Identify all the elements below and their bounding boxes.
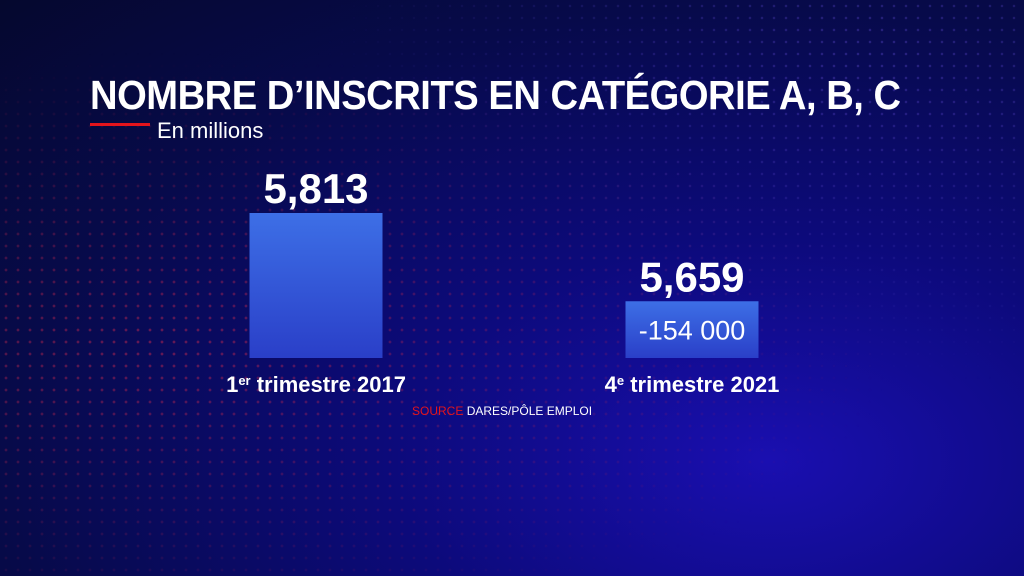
category-label-1: 1er trimestre 2017 — [226, 372, 406, 397]
category-label-2: 4e trimestre 2021 — [605, 372, 780, 397]
bar-2 — [625, 301, 759, 358]
source-note: SOURCE DARES/PÔLE EMPLOI — [412, 404, 592, 418]
value-label-1: 5,813 — [263, 165, 368, 212]
value-label-2: 5,659 — [639, 253, 744, 300]
chart-subtitle: En millions — [157, 118, 264, 143]
source-text: DARES/PÔLE EMPLOI — [466, 404, 593, 418]
difference-label: -154 000 — [639, 316, 746, 346]
chart-title: NOMBRE D’INSCRITS EN CATÉGORIE A, B, C — [90, 72, 901, 118]
bar-1 — [249, 213, 383, 358]
title-accent-line — [90, 123, 150, 126]
source-label: SOURCE — [412, 404, 464, 418]
